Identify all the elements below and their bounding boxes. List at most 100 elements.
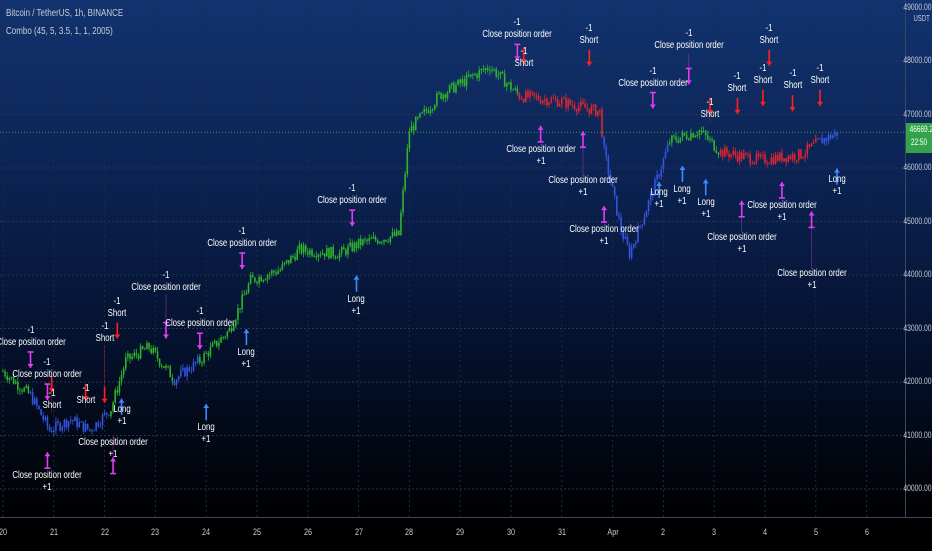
close-signal-label: -1 Close position order — [608, 66, 697, 90]
close-signal-label: -1 Close position order — [0, 325, 75, 349]
signal-qty: +1 — [677, 195, 687, 207]
candle-body — [781, 152, 783, 162]
candle-body — [573, 105, 576, 110]
candle-body — [463, 79, 466, 86]
last-price: 46669.25 — [909, 124, 932, 134]
candle-body — [423, 109, 426, 113]
candle-body — [683, 132, 686, 135]
signal-text: Close position order — [131, 281, 201, 293]
chart-pane[interactable]: Bitcoin / TetherUS, 1h, BINANCE Combo (4… — [0, 0, 905, 517]
candle-body — [186, 367, 188, 377]
candle-body — [154, 347, 157, 352]
candle-body — [33, 398, 36, 405]
signal-text: Close position order — [776, 268, 847, 280]
candle-body — [707, 135, 709, 140]
candle-body — [57, 421, 59, 423]
candle-body — [408, 131, 411, 149]
candle-body — [86, 423, 89, 430]
candle-body — [260, 276, 263, 282]
candle-body — [256, 281, 258, 284]
candle-body — [414, 117, 417, 131]
candle-body — [582, 101, 584, 104]
candle-body — [14, 381, 17, 384]
candle-body — [611, 182, 614, 187]
candle-body — [205, 352, 207, 354]
price-axis[interactable]: USDT 49000.00 48000.00 47000.00 46000.00 450… — [903, 0, 932, 517]
candle-body — [298, 244, 301, 250]
time-tick-label: 25 — [252, 527, 262, 537]
candle-body — [283, 262, 286, 265]
candle-body — [328, 248, 330, 259]
price-tick-label: 40000.00 — [903, 483, 932, 493]
close-signal-label: Close position order +1 — [3, 470, 92, 494]
candle-body — [404, 173, 406, 190]
candle-body — [556, 99, 559, 107]
candle-body — [469, 74, 472, 77]
candle-body — [679, 137, 682, 143]
candle-body — [146, 343, 148, 350]
time-tick-label: 31 — [557, 527, 566, 537]
time-tick-label: 20 — [0, 527, 8, 537]
short-signal-arrow-head — [101, 398, 108, 403]
candle-body — [531, 91, 533, 93]
candle-body — [427, 111, 430, 113]
signal-text: Close position order — [654, 40, 724, 52]
candle-body — [561, 98, 563, 104]
time-tick-label: Apr — [606, 527, 619, 537]
indicator-legend[interactable]: Combo (45, 5, 3.5, 1, 1, 2005) — [6, 26, 113, 37]
candle-body — [442, 94, 445, 99]
candle-body — [21, 390, 23, 392]
candle-body — [307, 251, 309, 255]
candle-body — [434, 105, 436, 110]
candle-body — [302, 245, 305, 254]
signal-text: Short — [579, 34, 599, 46]
candle-body — [279, 269, 282, 271]
candle-body — [129, 353, 131, 359]
candle-body — [795, 160, 798, 162]
candle-body — [177, 376, 180, 380]
candle-body — [668, 142, 671, 145]
candle-body — [366, 239, 368, 241]
close-signal-arrow-head — [778, 182, 785, 187]
candle-body — [709, 138, 711, 140]
signal-text: Long — [237, 347, 256, 359]
candle-body — [791, 154, 794, 160]
candle-body — [215, 340, 218, 347]
candle-body — [484, 68, 487, 70]
candle-body — [493, 69, 495, 71]
candle-body — [486, 68, 489, 71]
candle-body — [230, 328, 233, 332]
candle-body — [552, 98, 555, 100]
candle-body — [347, 246, 349, 255]
candle-body — [417, 117, 419, 119]
signal-text: Long — [828, 173, 846, 185]
candle-body — [749, 154, 751, 164]
candle-body — [819, 137, 821, 139]
candle-body — [700, 130, 703, 132]
signal-qty: +1 — [536, 155, 546, 167]
close-signal-arrow-head — [196, 345, 203, 350]
candle-body — [675, 136, 677, 141]
signal-qty: -1 — [27, 324, 34, 336]
candle-body — [643, 217, 646, 225]
signal-qty: +1 — [578, 187, 588, 199]
short-signal-label: -1 Short — [105, 296, 129, 320]
price-tick-label: 46000.00 — [903, 162, 932, 172]
candle-body — [247, 283, 250, 293]
candle-body — [36, 398, 38, 406]
candle-body — [535, 95, 538, 97]
candle-body — [23, 387, 25, 392]
candle-body — [372, 236, 375, 239]
time-axis[interactable]: 202122232425262728293031Apr23456 — [0, 517, 932, 551]
candle-body — [734, 151, 737, 156]
candle-body — [103, 412, 106, 415]
signal-text: Long — [197, 422, 215, 434]
candle-body — [645, 211, 648, 218]
candle-body — [588, 108, 591, 115]
candle-body — [355, 242, 358, 248]
candle-body — [677, 140, 680, 143]
candle-body — [759, 154, 762, 157]
short-signal-arrow-head — [114, 334, 121, 339]
candle-body — [139, 346, 142, 359]
short-signal-label: -1 Short — [93, 321, 117, 345]
